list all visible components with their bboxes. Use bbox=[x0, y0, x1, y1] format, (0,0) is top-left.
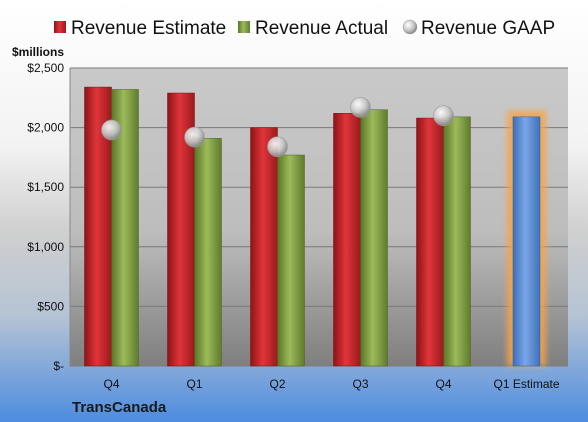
bar-revenue-estimate bbox=[333, 113, 361, 367]
y-tick-label: $1,500 bbox=[27, 180, 64, 194]
legend-swatch bbox=[238, 21, 250, 33]
y-tick-label: $1,000 bbox=[27, 240, 64, 254]
gaap-points bbox=[101, 97, 454, 157]
bar-revenue-actual bbox=[277, 154, 305, 367]
point-revenue-gaap bbox=[433, 105, 454, 126]
y-tick-label: $2,500 bbox=[27, 61, 64, 75]
x-tick-label: Q4 bbox=[103, 377, 119, 391]
y-tick-label: $500 bbox=[37, 299, 64, 313]
bar-revenue-estimate bbox=[416, 117, 444, 367]
x-tick-label: Q3 bbox=[352, 377, 368, 391]
point-revenue-gaap bbox=[101, 119, 122, 141]
legend: Revenue Estimate Revenue Actual Revenue GA… bbox=[54, 18, 555, 39]
bar-series bbox=[84, 86, 546, 367]
x-tick-label: Q1 bbox=[186, 377, 202, 391]
legend-swatch bbox=[54, 21, 66, 33]
legend-label: Revenue GAAP bbox=[421, 18, 555, 39]
bar-revenue-actual bbox=[360, 109, 388, 367]
gridlines bbox=[69, 67, 568, 367]
company-name: TransCanada bbox=[72, 399, 167, 416]
x-tick-label: Q1 Estimate bbox=[493, 377, 559, 391]
y-axis-ticks: $- $500 $1,000 $1,500 $2,000 $2,500 bbox=[27, 61, 64, 373]
plot-area bbox=[70, 68, 568, 366]
bar-revenue-estimate bbox=[250, 127, 278, 367]
point-revenue-gaap bbox=[350, 97, 371, 118]
bar-q1-estimate bbox=[512, 116, 541, 367]
x-tick-label: Q4 bbox=[435, 377, 451, 391]
point-revenue-gaap bbox=[184, 126, 205, 148]
legend-label: Revenue Estimate bbox=[71, 18, 226, 39]
legend-label: Revenue Actual bbox=[255, 18, 388, 39]
point-revenue-gaap bbox=[267, 136, 288, 157]
y-tick-label: $- bbox=[53, 359, 64, 373]
x-axis-ticks: Q4 Q1 Q2 Q3 Q4 Q1 Estimate bbox=[103, 377, 559, 391]
x-tick-label: Q2 bbox=[269, 377, 285, 391]
bar-revenue-actual bbox=[194, 138, 222, 367]
y-tick-label: $2,000 bbox=[27, 121, 64, 135]
legend-swatch bbox=[402, 19, 418, 35]
bar-revenue-actual bbox=[443, 116, 471, 367]
y-axis-unit-label: $millions bbox=[12, 45, 64, 59]
